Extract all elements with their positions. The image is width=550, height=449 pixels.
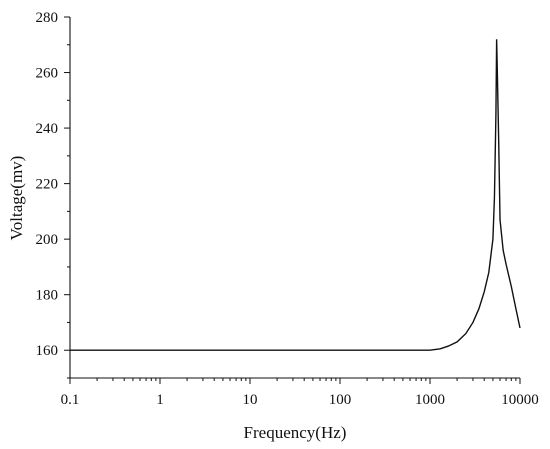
y-axis: 160 180 200 220 240 260 280 — [36, 10, 71, 379]
series-group — [70, 39, 521, 351]
x-axis-title: Frequency(Hz) — [244, 423, 347, 442]
y-tick-label: 220 — [36, 177, 59, 193]
y-tick-label: 240 — [36, 121, 59, 137]
x-tick-label: 1000 — [415, 392, 445, 408]
y-tick-label: 260 — [36, 66, 59, 82]
series-line — [70, 39, 521, 351]
y-tick-label: 280 — [36, 10, 59, 26]
y-ticks: 160 180 200 220 240 260 280 — [36, 10, 70, 379]
x-tick-label: 0.1 — [61, 392, 80, 408]
y-tick-label: 200 — [36, 232, 59, 248]
y-axis-title: Voltage(mv) — [7, 156, 26, 241]
x-tick-label: 1 — [156, 392, 164, 408]
y-tick-label: 160 — [36, 343, 59, 359]
y-tick-label: 180 — [36, 288, 59, 304]
x-ticks: 0.1 1 10 100 1000 10000 — [61, 378, 539, 408]
x-tick-label: 10 — [243, 392, 258, 408]
x-tick-label: 10000 — [501, 392, 539, 408]
x-axis: 0.1 1 10 100 1000 10000 — [61, 377, 539, 408]
x-tick-label: 100 — [329, 392, 352, 408]
